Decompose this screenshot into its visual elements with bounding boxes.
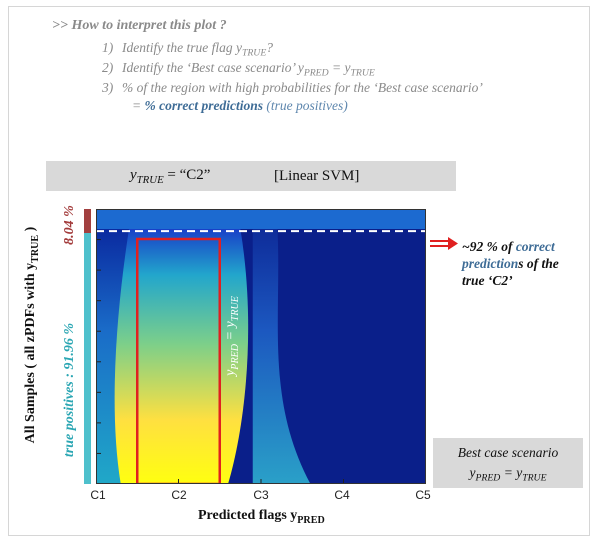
heatmap-region-c3 xyxy=(252,229,311,484)
figure-frame xyxy=(8,6,590,536)
x-tick-c4: C4 xyxy=(334,488,350,502)
step-2: 2) Identify the ‘Best case scenario’ yPRE… xyxy=(102,60,375,79)
segment-label-other: 8.04 % xyxy=(62,205,77,245)
heatmap-region-c2 xyxy=(114,229,249,484)
x-tick-c5: C5 xyxy=(415,488,431,502)
model-label: [Linear SVM] xyxy=(274,167,360,184)
true-flag-label: yTRUE = “C2” xyxy=(130,166,211,186)
correct-predictions-annotation: ~92 % of correct predictions of the true… xyxy=(462,239,559,288)
y-axis-label: All Samples ( all zPDFs with yTRUE ) xyxy=(23,226,41,444)
x-tick-c3: C3 xyxy=(253,488,269,502)
segment-bar-other xyxy=(84,209,91,233)
best-case-highlight-box xyxy=(136,237,221,484)
x-tick-c2: C2 xyxy=(171,488,187,502)
step-3: 3)% of the region with high probabilitie… xyxy=(102,80,483,95)
step-3-result: = % correct predictions (true positives) xyxy=(132,98,348,113)
segment-label-true-positives: true positives : 91.96 % xyxy=(62,322,77,458)
heatmap-plot xyxy=(96,209,426,484)
x-axis-label: Predicted flags yPRED xyxy=(198,508,325,526)
heatmap-top-band xyxy=(96,209,426,229)
best-case-box: Best case scenario yPRED = yTRUE xyxy=(433,438,583,488)
chart-title-box: yTRUE = “C2” [Linear SVM] xyxy=(46,161,456,191)
x-tick-c1: C1 xyxy=(90,488,106,502)
best-case-inner-label: yPRED = yTRUE xyxy=(223,296,241,376)
arrow-icon xyxy=(430,237,458,250)
interpret-title: >> How to interpret this plot ? xyxy=(52,18,227,33)
plot-border xyxy=(96,209,426,484)
segment-bar-true-positives xyxy=(84,233,91,484)
step-1: 1) Identify the true flag yTRUE? xyxy=(102,40,274,59)
